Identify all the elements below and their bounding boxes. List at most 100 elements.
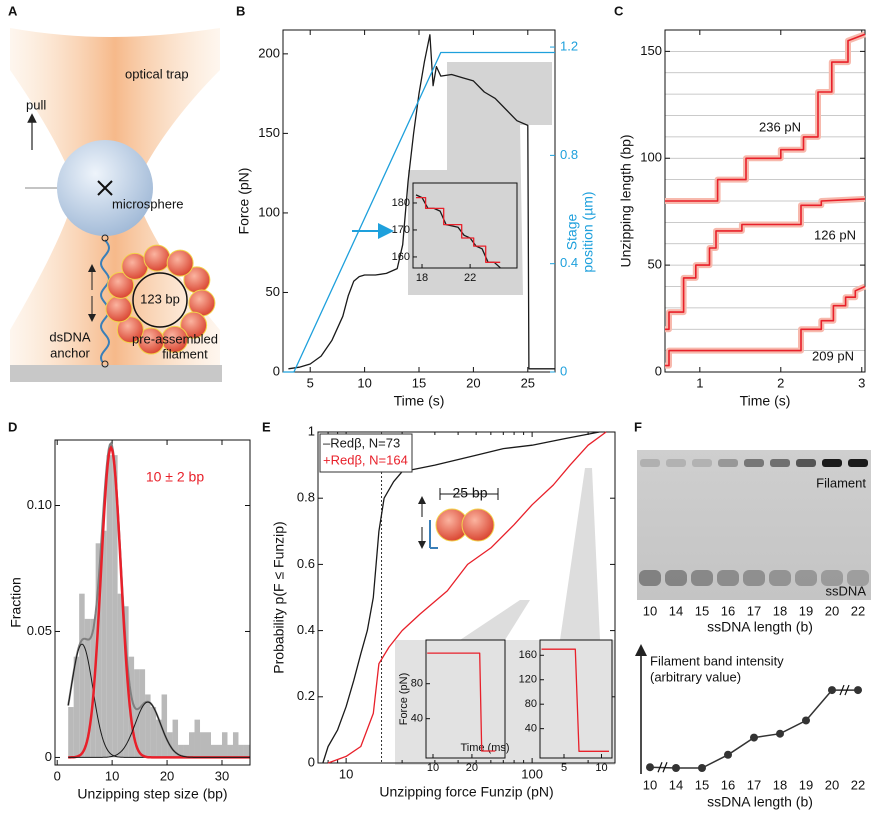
bar [139,669,146,758]
annotation: 10 ± 2 bp [146,469,204,485]
panel-label: C [614,3,624,18]
trap-center [97,180,113,196]
lane-label: 17 [747,603,761,618]
bar [216,744,222,758]
intensity-point [776,729,784,738]
bar [232,732,239,758]
x-tick-label: 16 [721,777,735,792]
y-tick-label: 0 [45,749,52,764]
trace [322,431,600,764]
y-axis-label: Force (pN) [236,168,252,235]
intensity-point [750,733,758,742]
x-axis-label: Unzipping step size (bp) [77,786,227,802]
lane-label: 16 [721,603,735,618]
filament-band [822,459,842,467]
x-tick-label: 18 [416,272,428,284]
x-tick-label: 5 [561,762,567,774]
y2-tick-label: 1.2 [560,38,578,53]
intensity-point [646,763,654,772]
bar [106,455,113,758]
trace [416,196,501,263]
bar [200,732,206,758]
y-tick-label: 0 [273,363,280,378]
x-tick-label: 20 [825,777,839,792]
ssdna-band [795,570,817,586]
bar [243,744,250,758]
y-tick-label: 0 [655,363,662,378]
x-axis-label: Unzipping force Funzip (pN) [379,784,553,800]
y-tick-label: 180 [392,197,410,209]
y-tick-label: 40 [411,713,423,725]
bar [112,455,118,758]
trace [427,652,496,752]
intensity-point [672,764,680,772]
trace [665,33,866,202]
trace [665,198,866,331]
lane-label: 14 [669,603,683,618]
label: 123 bp [140,291,180,306]
lane-label: 18 [773,603,787,618]
bar [227,744,233,758]
x-tick-label: 25 [521,375,535,390]
x-tick-label: 10 [427,762,439,774]
plot-background [413,183,517,268]
y-tick-label: 0 [308,754,315,769]
y-tick-label: 0.6 [297,556,315,571]
bar [134,669,140,758]
callout [560,468,600,640]
lane-label: 22 [851,603,865,618]
y-tick-label: 120 [519,674,537,686]
subunit [461,508,495,542]
label: dsDNA [49,329,91,344]
intensity-point [802,716,810,725]
y-tick-label: 0.10 [27,497,52,512]
plot-frame [539,639,613,759]
filament-subunit [166,249,194,277]
panel-label: D [8,419,17,434]
ssdna-band [639,570,661,586]
filament-subunit [116,316,144,344]
y-tick-label: 1 [308,423,315,438]
y-tick-label: 150 [258,125,280,140]
ssdna-band [717,570,739,586]
y-axis-label: Probability p(F ≤ Funzip) [271,521,287,673]
panel-label: B [236,3,245,18]
y-axis-label: Filament band intensity [650,653,784,668]
y2-axis-label: Stage [564,213,580,250]
ssdna-band [821,570,843,586]
x-tick-label: 18 [773,777,787,792]
bar [156,719,162,758]
band-label: ssDNA [826,583,867,598]
y2-tick-label: 0 [560,363,567,378]
plot-frame [412,182,518,269]
bar [101,530,107,758]
label: microsphere [112,196,184,211]
x-tick-label: 19 [799,777,813,792]
x-tick-label: 15 [695,777,709,792]
plot-frame [317,431,616,764]
intensity-point [854,686,862,695]
x-tick-label: 10 [643,777,657,792]
x-tick-label: 100 [521,766,543,781]
x-tick-label: 20 [160,768,174,783]
panel-label: E [262,419,271,434]
y-tick-label: 0.8 [297,490,315,505]
trace [541,648,609,752]
trace [327,431,607,764]
bar [183,744,190,758]
bar [68,707,74,758]
band-label: Filament [816,475,866,490]
x-tick-label: 22 [851,777,865,792]
bar [178,744,184,758]
y2-tick-label: 0.4 [560,255,578,270]
x-axis-label: ssDNA length (b) [707,794,813,810]
panel-a: A optical trap pull microsphere 123 bp d… [8,3,222,382]
x-tick-label: 20 [466,375,480,390]
bar [123,606,129,758]
y-tick-label: 150 [640,43,662,58]
panel-label: F [634,419,642,434]
x-tick-label: 14 [669,777,683,792]
bar [73,656,80,758]
y-axis-label: Force (pN) [398,673,410,726]
